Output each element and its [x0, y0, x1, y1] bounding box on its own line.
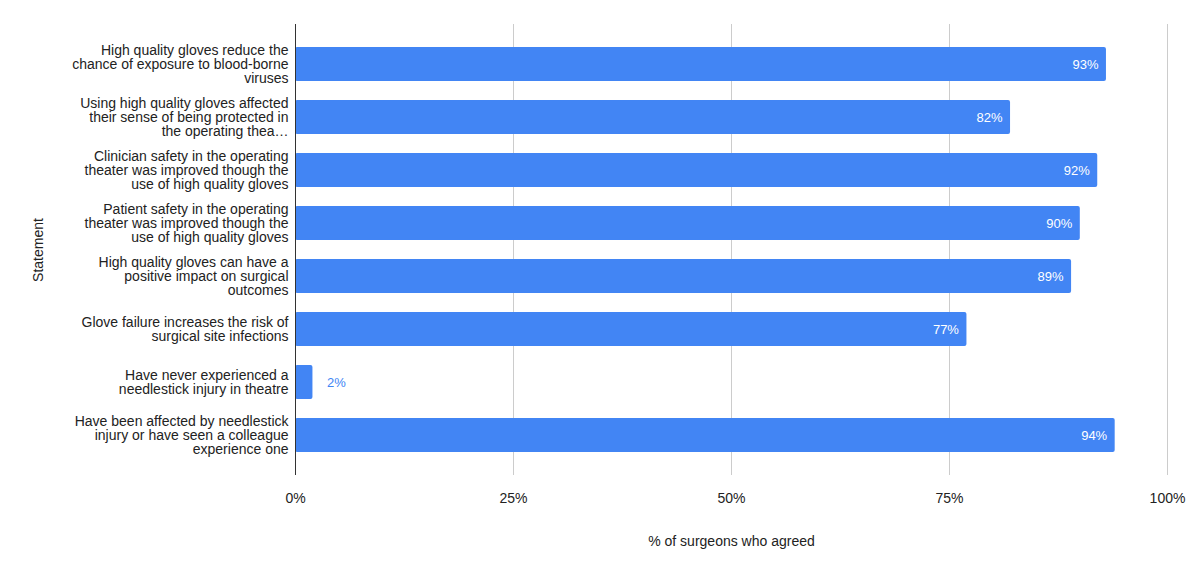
- svg-text:Using high quality gloves affe: Using high quality gloves affectedtheir …: [80, 95, 288, 139]
- svg-text:2%: 2%: [327, 375, 346, 390]
- svg-text:89%: 89%: [1038, 269, 1064, 284]
- svg-text:Clinician safety in the operat: Clinician safety in the operatingtheater…: [85, 148, 289, 192]
- svg-text:Patient safety in the operatin: Patient safety in the operatingtheater w…: [85, 201, 289, 245]
- svg-text:% of surgeons who agreed: % of surgeons who agreed: [648, 533, 815, 549]
- svg-text:50%: 50%: [717, 490, 745, 506]
- svg-text:Statement: Statement: [30, 218, 46, 282]
- svg-text:93%: 93%: [1072, 57, 1098, 72]
- svg-text:Have never experienced aneedle: Have never experienced aneedlestick inju…: [119, 367, 289, 397]
- svg-text:82%: 82%: [977, 110, 1003, 125]
- svg-text:92%: 92%: [1064, 163, 1090, 178]
- svg-text:Glove failure increases the ri: Glove failure increases the risk ofsurgi…: [82, 314, 289, 344]
- svg-text:25%: 25%: [499, 490, 527, 506]
- svg-text:Have been affected by needlest: Have been affected by needlestickinjury …: [75, 413, 290, 457]
- svg-text:0%: 0%: [285, 490, 305, 506]
- svg-text:90%: 90%: [1046, 216, 1072, 231]
- svg-text:High quality gloves reduce the: High quality gloves reduce thechance of …: [72, 42, 289, 86]
- svg-text:High quality gloves can have a: High quality gloves can have apositive i…: [99, 254, 289, 298]
- svg-text:94%: 94%: [1081, 428, 1107, 443]
- svg-text:100%: 100%: [1150, 490, 1186, 506]
- svg-text:77%: 77%: [933, 322, 959, 337]
- svg-text:75%: 75%: [935, 490, 963, 506]
